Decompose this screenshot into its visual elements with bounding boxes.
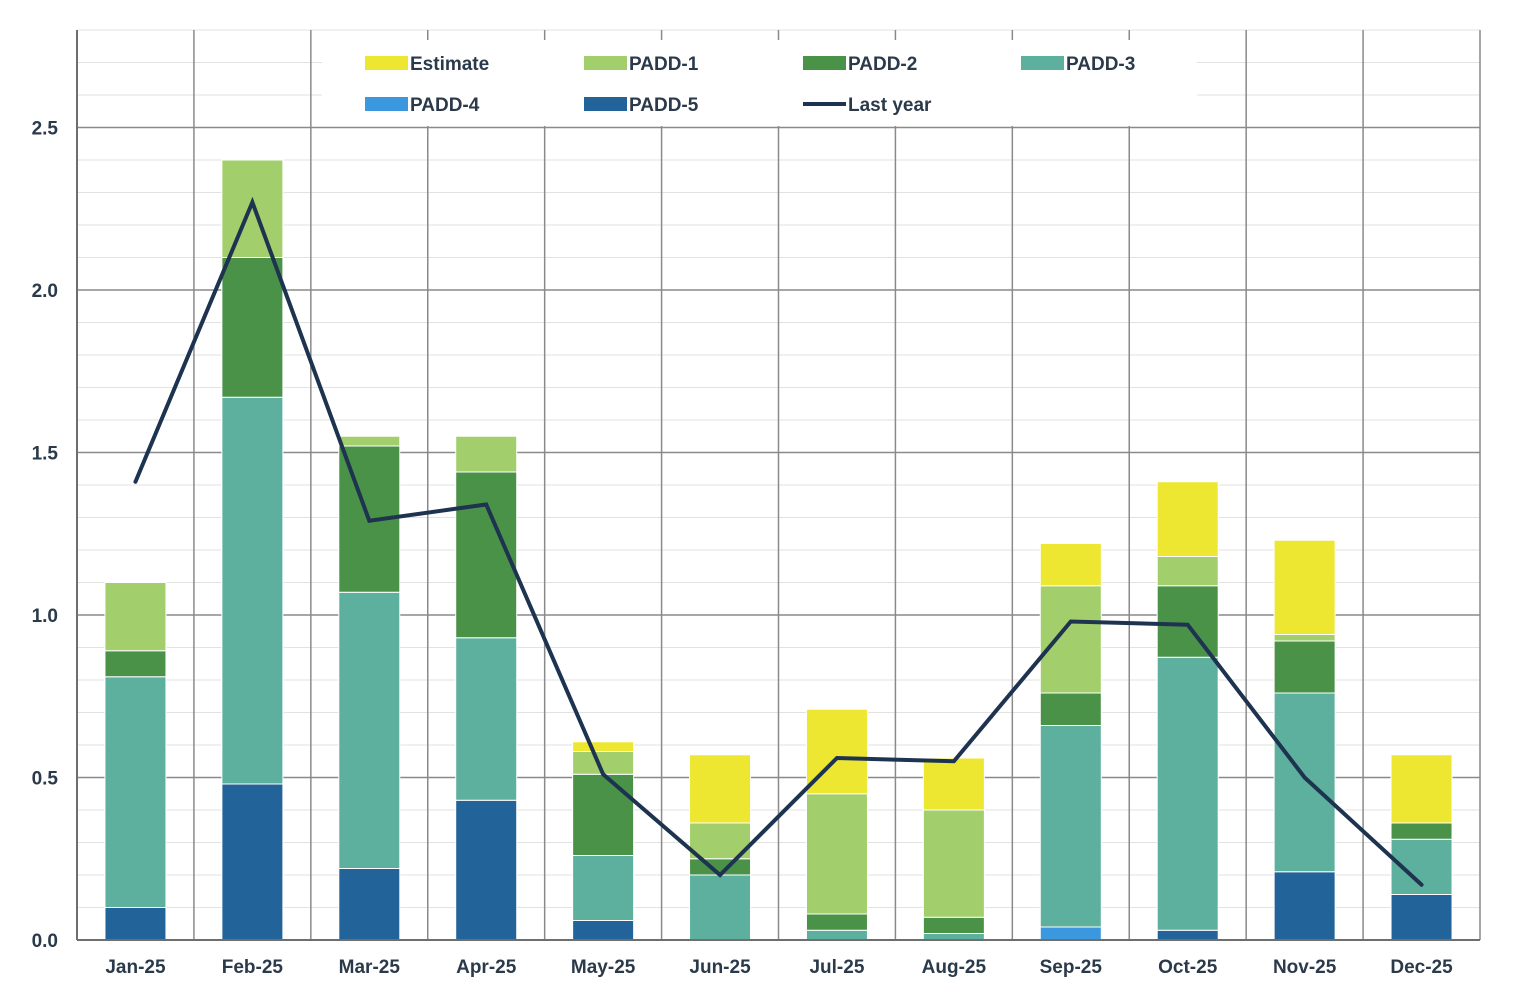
bar-segment-padd-2 [805, 913, 868, 931]
bar-segment-padd-2 [1039, 692, 1102, 726]
legend-swatch [365, 56, 408, 70]
x-tick-label: Feb-25 [222, 957, 284, 978]
bar-segment-padd-2 [104, 650, 167, 678]
bar-segment-padd-2 [922, 916, 985, 934]
x-tick-label: Jun-25 [689, 957, 751, 978]
legend-label: PADD-1 [629, 54, 699, 75]
legend-swatch [803, 56, 846, 70]
last-year-line [133, 196, 1424, 887]
bar-segment-padd-1 [922, 809, 985, 918]
bar-segment-padd-2 [1273, 640, 1336, 694]
bar-segment-padd-5 [1390, 894, 1453, 941]
legend-swatch [365, 97, 408, 111]
bar-segment-padd-3 [104, 676, 167, 908]
bar-segment-estimate [1390, 754, 1453, 824]
bar-segment-padd-5 [572, 920, 635, 941]
y-tick-label: 1.5 [32, 444, 59, 465]
legend-label: PADD-2 [848, 54, 917, 75]
y-tick-label: 0.5 [32, 769, 59, 790]
y-tick-label: 1.0 [32, 606, 58, 627]
bar-segment-padd-4 [1039, 926, 1102, 941]
x-tick-label: May-25 [571, 957, 636, 978]
legend-label: PADD-5 [629, 95, 699, 116]
bar-segment-padd-5 [338, 868, 401, 941]
bar-segment-padd-5 [455, 799, 518, 941]
x-tick-label: Dec-25 [1390, 957, 1453, 978]
bar-segment-padd-1 [338, 435, 401, 447]
legend: Estimate PADD-1 PADD-2 PADD-3 PADD-4 PADD-5 La… [322, 40, 1197, 126]
bar-segment-padd-5 [1273, 871, 1336, 941]
x-tick-label: Nov-25 [1273, 957, 1337, 978]
bar-segment-padd-3 [1156, 656, 1219, 931]
bar-segment-padd-1 [1156, 556, 1219, 587]
bar-segment-padd-1 [104, 582, 167, 652]
axes [76, 30, 1480, 941]
bar-stacks [104, 159, 1453, 941]
legend-label: PADD-3 [1066, 54, 1135, 75]
bar-segment-padd-1 [1039, 585, 1102, 694]
bar-segment-padd-3 [455, 637, 518, 801]
y-axis-tick-labels: 0.0 0.5 1.0 1.5 2.0 2.5 [32, 119, 59, 953]
bar-segment-estimate [1156, 481, 1219, 557]
bar-segment-padd-3 [805, 929, 868, 941]
y-tick-label: 2.5 [32, 119, 59, 140]
bar-segment-padd-1 [1273, 634, 1336, 642]
bar-segment-padd-3 [1273, 692, 1336, 873]
x-tick-label: Jul-25 [809, 957, 864, 978]
x-tick-label: Oct-25 [1158, 957, 1218, 978]
bar-segment-padd-2 [1156, 585, 1219, 658]
legend-swatch [1021, 56, 1064, 70]
bar-segment-padd-3 [221, 396, 284, 785]
bar-segment-padd-3 [338, 591, 401, 869]
bar-segment-padd-2 [221, 257, 284, 398]
legend-background [322, 40, 1197, 126]
bar-segment-padd-2 [1390, 822, 1453, 840]
x-tick-label: Mar-25 [339, 957, 401, 978]
y-tick-label: 2.0 [32, 281, 58, 302]
bar-segment-padd-3 [572, 855, 635, 921]
bar-segment-padd-5 [104, 907, 167, 941]
bar-segment-estimate [1039, 543, 1102, 587]
x-tick-label: Aug-25 [922, 957, 987, 978]
bar-segment-estimate [689, 754, 752, 824]
x-axis-tick-labels: Jan-25 Feb-25 Mar-25 Apr-25 May-25 Jun-25 Jul-… [105, 957, 1453, 978]
y-tick-label: 0.0 [32, 931, 58, 952]
legend-swatch [584, 97, 627, 111]
bar-segment-estimate [922, 757, 985, 811]
legend-swatch [584, 56, 627, 70]
x-tick-label: Sep-25 [1040, 957, 1103, 978]
x-tick-label: Apr-25 [456, 957, 517, 978]
bar-segment-estimate [572, 741, 635, 752]
bar-segment-padd-2 [572, 773, 635, 856]
bar-segment-padd-1 [455, 435, 518, 473]
legend-label: Estimate [410, 54, 489, 75]
bar-segment-estimate [1273, 539, 1336, 635]
bar-segment-padd-3 [689, 874, 752, 941]
bar-segment-padd-3 [1039, 725, 1102, 928]
legend-label: PADD-4 [410, 95, 480, 116]
bar-segment-padd-1 [805, 793, 868, 915]
x-tick-label: Jan-25 [105, 957, 166, 978]
bar-segment-padd-5 [1156, 929, 1219, 941]
last-year-line-path [133, 196, 1424, 887]
bar-segment-padd-5 [221, 783, 284, 941]
bar-segment-padd-1 [221, 159, 284, 258]
legend-label: Last year [848, 95, 932, 116]
